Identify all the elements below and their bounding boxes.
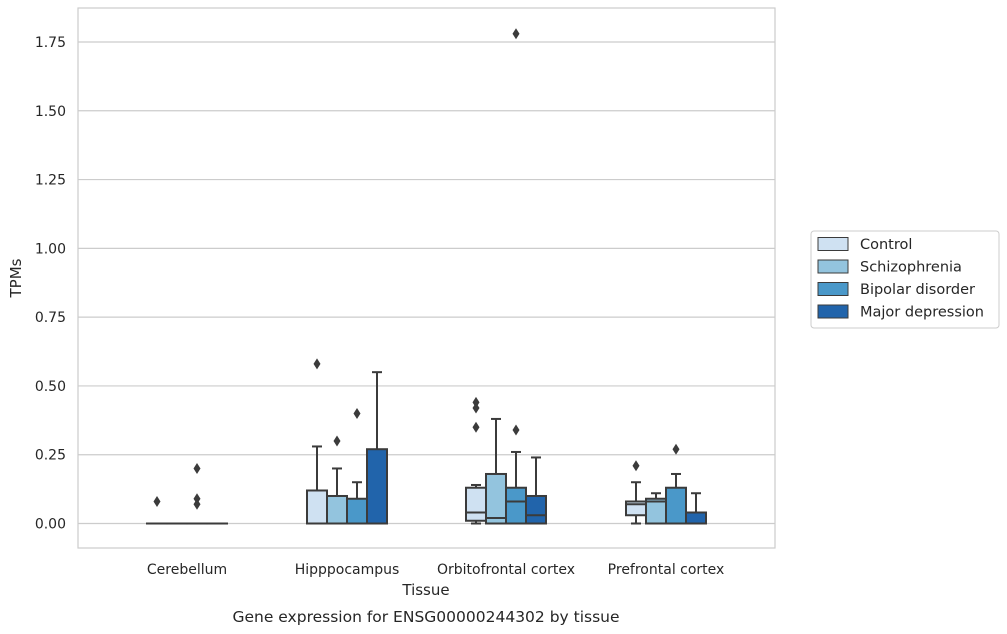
chart-title: Gene expression for ENSG00000244302 by t… [232,608,619,626]
box-major-depression [525,456,547,525]
outlier-point [632,460,640,472]
plot-frame [77,7,776,549]
outlier-point [672,443,680,455]
y-tick-label: 1.00 [35,241,66,257]
legend-swatch [817,282,849,296]
legend-swatch [817,259,849,274]
iqr-box [485,472,507,525]
box-schizophrenia [326,435,348,525]
outlier-point [313,358,321,370]
box-bipolar-disorder [665,443,687,525]
outlier-point [153,495,161,507]
iqr-box [665,486,687,525]
box-layer [146,28,707,525]
outlier-point [512,424,520,436]
box-schizophrenia [485,417,507,525]
outlier-point [333,435,341,447]
y-tick-label: 1.25 [35,173,66,189]
box-major-depression [366,371,388,525]
outlier-point [193,498,201,510]
box-bipolar-disorder [346,407,368,525]
x-tick-labels: Cerebellum Hipppocampus Orbitofrontal cort… [147,562,724,578]
y-tick-label: 0.25 [35,448,66,464]
outlier-point [353,407,361,419]
iqr-box [505,486,527,525]
y-tick-label: 0.50 [35,379,66,395]
box-control [465,396,487,525]
iqr-box [685,511,707,525]
box-control [306,358,328,525]
outlier-point [472,396,480,408]
legend-frame [810,230,1000,329]
legend-label: Control [860,237,912,253]
x-tick-label: Hipppocampus [295,562,400,578]
iqr-box [366,448,388,525]
x-tick-label: Orbitofrontal cortex [437,562,575,578]
box-bipolar-disorder [505,28,527,525]
legend-label: Major depression [860,305,984,321]
legend-label: Bipolar disorder [860,282,975,298]
y-tick-labels: 0.00 0.25 0.50 0.75 1.00 1.25 1.50 1.75 [35,35,66,533]
outlier-point [472,421,480,433]
y-tick-label: 0.00 [35,517,66,533]
grid-lines [78,41,775,525]
y-axis-label: TPMs [7,258,25,298]
iqr-box [525,494,547,525]
outlier-point [472,402,480,414]
iqr-box [326,494,348,525]
outlier-point [512,28,520,40]
legend-swatch [817,237,849,251]
x-tick-label: Prefrontal cortex [608,562,725,578]
legend-swatch [817,304,849,319]
box-control [625,460,647,525]
iqr-box [306,489,328,525]
x-axis-label: Tissue [401,581,449,599]
x-tick-label: Cerebellum [147,562,227,578]
y-tick-label: 1.75 [35,35,66,51]
box-bipolar-disorder [186,462,208,525]
legend-label: Schizophrenia [860,260,962,276]
box-schizophrenia [645,492,667,525]
legend: Control Schizophrenia Bipolar disorder Majo… [810,230,1000,329]
iqr-box [465,486,487,522]
outlier-point [193,462,201,474]
y-tick-label: 0.75 [35,310,66,326]
box-control [146,495,168,525]
box-major-depression [685,492,707,525]
y-tick-label: 1.50 [35,104,66,120]
outlier-point [193,493,201,505]
iqr-box [346,497,368,525]
